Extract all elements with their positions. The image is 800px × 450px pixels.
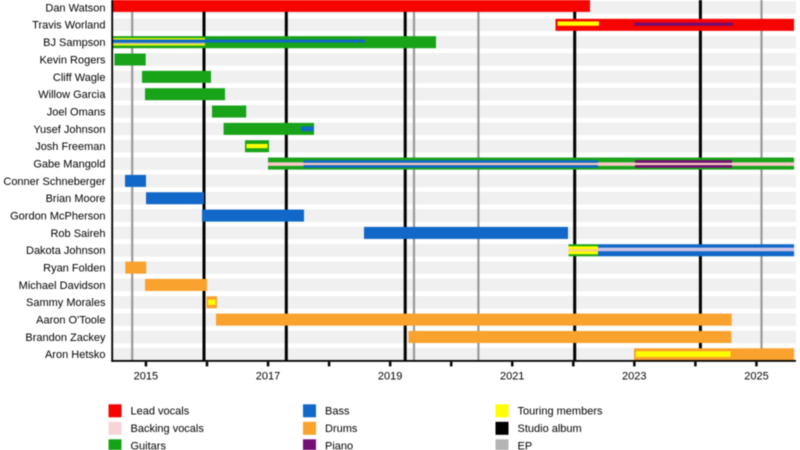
svg-text:BJ Sampson: BJ Sampson — [43, 37, 105, 49]
svg-text:2023: 2023 — [622, 371, 646, 383]
svg-text:Dan Watson: Dan Watson — [45, 2, 105, 14]
svg-text:Conner Schneberger: Conner Schneberger — [3, 176, 105, 188]
svg-text:Gordon McPherson: Gordon McPherson — [10, 211, 105, 223]
svg-text:Yusef Johnson: Yusef Johnson — [33, 124, 105, 136]
svg-text:Josh Freeman: Josh Freeman — [35, 141, 105, 153]
svg-text:EP: EP — [518, 441, 533, 450]
svg-text:Michael Davidson: Michael Davidson — [19, 280, 106, 292]
svg-text:2019: 2019 — [378, 371, 402, 383]
svg-text:Touring members: Touring members — [518, 406, 603, 418]
svg-text:Drums: Drums — [325, 423, 358, 435]
svg-text:2017: 2017 — [256, 371, 280, 383]
svg-text:Brandon Zackey: Brandon Zackey — [25, 332, 106, 344]
svg-text:Bass: Bass — [325, 406, 350, 418]
svg-text:2021: 2021 — [500, 371, 524, 383]
svg-text:Guitars: Guitars — [131, 441, 167, 450]
svg-text:Travis Worland: Travis Worland — [32, 20, 105, 32]
svg-text:Gabe Mangold: Gabe Mangold — [33, 159, 105, 171]
svg-text:Cliff Wagle: Cliff Wagle — [53, 72, 106, 84]
svg-text:Lead vocals: Lead vocals — [131, 406, 190, 418]
svg-text:Aaron O'Toole: Aaron O'Toole — [36, 315, 105, 327]
svg-text:Dakota Johnson: Dakota Johnson — [26, 245, 106, 257]
svg-text:Sammy Morales: Sammy Morales — [26, 297, 106, 309]
svg-text:Ryan Folden: Ryan Folden — [43, 263, 105, 275]
svg-text:Piano: Piano — [325, 441, 353, 450]
svg-text:Aron Hetsko: Aron Hetsko — [45, 349, 106, 361]
svg-text:Willow Garcia: Willow Garcia — [38, 89, 106, 101]
svg-text:Studio album: Studio album — [518, 423, 582, 435]
svg-text:2025: 2025 — [744, 371, 768, 383]
svg-text:Brian Moore: Brian Moore — [46, 193, 106, 205]
svg-text:Backing vocals: Backing vocals — [131, 423, 205, 435]
svg-text:Kevin Rogers: Kevin Rogers — [39, 54, 106, 66]
svg-text:Joel Omans: Joel Omans — [47, 106, 106, 118]
svg-text:2015: 2015 — [134, 371, 158, 383]
svg-text:Rob Saireh: Rob Saireh — [50, 228, 105, 240]
